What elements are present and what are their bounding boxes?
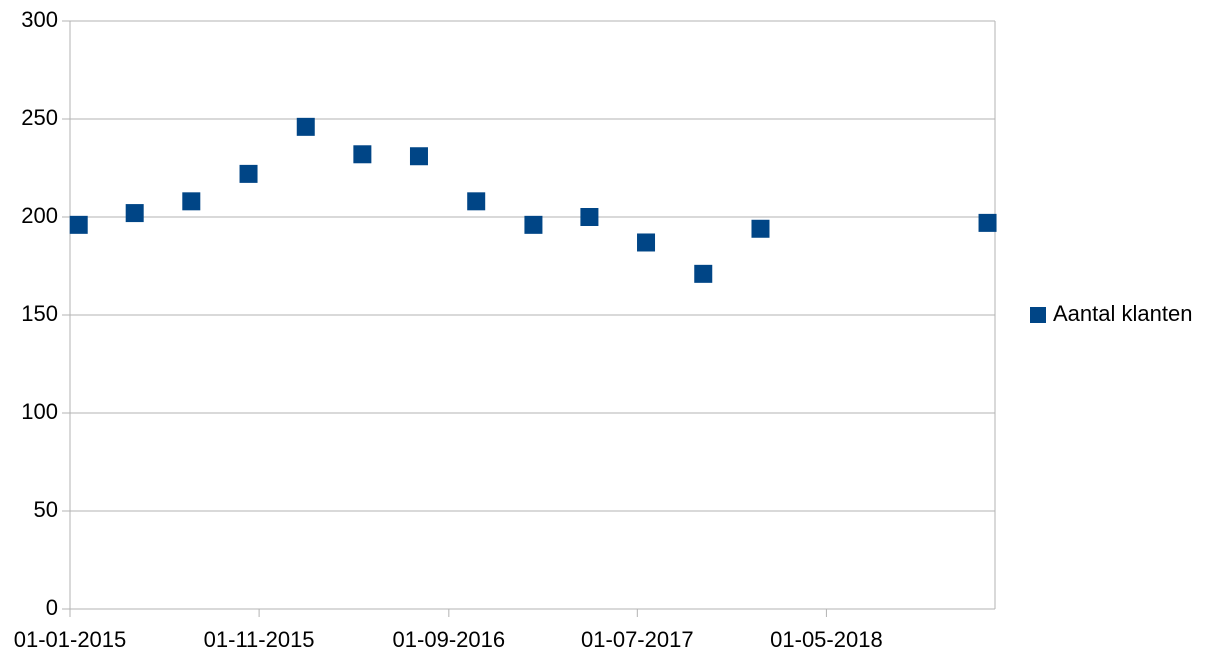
y-tick-label: 150 xyxy=(21,301,58,326)
marker xyxy=(296,117,315,136)
y-tick-label: 300 xyxy=(21,7,58,32)
y-tick-label: 100 xyxy=(21,399,58,424)
x-tick-label: 01-07-2017 xyxy=(581,627,694,652)
legend-marker xyxy=(1030,307,1046,323)
marker xyxy=(125,204,144,223)
y-tick-label: 250 xyxy=(21,105,58,130)
marker xyxy=(467,192,486,211)
x-tick-label: 01-09-2016 xyxy=(393,627,506,652)
x-tick-label: 01-11-2015 xyxy=(204,627,315,652)
marker xyxy=(182,192,201,211)
marker xyxy=(637,233,656,252)
marker xyxy=(580,208,599,226)
y-tick-label: 50 xyxy=(34,497,58,522)
marker xyxy=(69,215,88,234)
y-tick-label: 0 xyxy=(46,595,58,620)
x-tick-label: 01-01-2015 xyxy=(14,627,127,652)
y-tick-label: 200 xyxy=(21,203,58,228)
x-tick-label: 01-05-2018 xyxy=(770,627,883,652)
marker xyxy=(694,264,713,283)
legend-label: Aantal klanten xyxy=(1053,301,1192,326)
marker xyxy=(409,147,428,166)
marker xyxy=(524,215,543,234)
marker xyxy=(978,213,997,232)
marker xyxy=(751,219,770,238)
marker xyxy=(353,145,372,164)
marker xyxy=(239,164,258,183)
